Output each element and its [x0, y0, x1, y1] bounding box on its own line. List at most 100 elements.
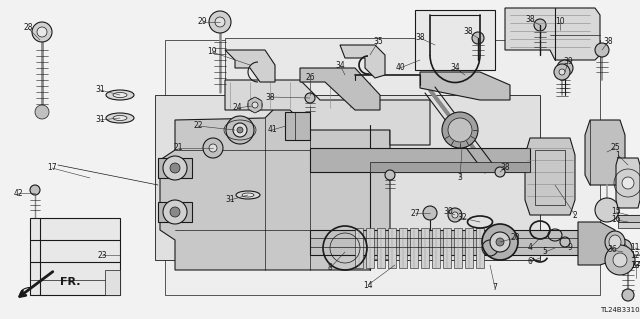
Circle shape [35, 105, 49, 119]
Circle shape [613, 253, 627, 267]
Text: 21: 21 [173, 144, 183, 152]
Polygon shape [366, 228, 374, 268]
Polygon shape [225, 50, 275, 82]
Circle shape [226, 116, 254, 144]
Circle shape [237, 127, 243, 133]
Ellipse shape [113, 93, 127, 98]
Polygon shape [370, 162, 530, 172]
Text: 31: 31 [225, 196, 235, 204]
Polygon shape [310, 230, 580, 255]
Text: 25: 25 [610, 144, 620, 152]
Polygon shape [420, 72, 510, 100]
Text: 34: 34 [450, 63, 460, 72]
Circle shape [495, 167, 505, 177]
Circle shape [203, 138, 223, 158]
Text: 42: 42 [13, 189, 23, 197]
Circle shape [534, 19, 546, 31]
Polygon shape [578, 222, 615, 265]
Polygon shape [585, 120, 625, 185]
Circle shape [554, 64, 570, 80]
Circle shape [37, 27, 47, 37]
Text: 38: 38 [525, 16, 535, 25]
Bar [618, 215, 640, 222]
Text: 29: 29 [197, 18, 207, 26]
Text: 28: 28 [23, 24, 33, 33]
Bar [155, 95, 540, 260]
Polygon shape [248, 97, 262, 113]
Circle shape [215, 17, 225, 27]
Polygon shape [30, 218, 120, 295]
Circle shape [622, 289, 634, 301]
Text: 38: 38 [415, 33, 425, 42]
Circle shape [170, 207, 180, 217]
Circle shape [562, 65, 568, 71]
Polygon shape [410, 228, 418, 268]
Ellipse shape [106, 90, 134, 100]
Text: 32: 32 [457, 213, 467, 222]
Circle shape [452, 212, 458, 218]
Text: 38: 38 [463, 27, 473, 36]
Ellipse shape [113, 115, 127, 121]
Polygon shape [415, 10, 495, 70]
Circle shape [252, 102, 258, 108]
Text: 3: 3 [458, 174, 463, 182]
Polygon shape [300, 68, 380, 110]
Bar [535, 150, 565, 205]
Polygon shape [340, 45, 385, 78]
Polygon shape [616, 158, 640, 208]
Text: 38: 38 [603, 38, 613, 47]
Text: 38: 38 [500, 164, 510, 173]
Polygon shape [476, 228, 484, 268]
Polygon shape [443, 228, 451, 268]
Circle shape [163, 200, 187, 224]
Text: 5: 5 [543, 248, 547, 256]
Text: 30: 30 [443, 207, 453, 217]
Ellipse shape [236, 191, 260, 199]
Circle shape [482, 224, 518, 260]
Polygon shape [465, 228, 473, 268]
Text: 17: 17 [47, 164, 57, 173]
Text: 15: 15 [611, 207, 621, 217]
Polygon shape [158, 202, 192, 222]
Polygon shape [160, 106, 390, 270]
Text: 8: 8 [328, 263, 332, 272]
Text: 24: 24 [232, 103, 242, 113]
Text: 9: 9 [568, 243, 572, 253]
Circle shape [32, 22, 52, 42]
Circle shape [170, 163, 180, 173]
Circle shape [423, 206, 437, 220]
Polygon shape [505, 8, 600, 60]
Circle shape [385, 170, 395, 180]
Circle shape [622, 177, 634, 189]
Bar [105, 270, 120, 295]
Text: 35: 35 [373, 38, 383, 47]
Text: 11: 11 [630, 243, 640, 253]
Text: 31: 31 [95, 85, 105, 94]
Circle shape [619, 244, 627, 252]
Text: 2: 2 [573, 211, 577, 219]
Text: 36: 36 [607, 246, 617, 255]
Circle shape [305, 93, 315, 103]
Circle shape [472, 32, 484, 44]
Polygon shape [525, 138, 575, 215]
Text: FR.: FR. [60, 277, 81, 287]
Text: 16: 16 [611, 216, 621, 225]
Text: 41: 41 [267, 125, 277, 135]
Text: 10: 10 [555, 18, 565, 26]
Polygon shape [225, 80, 430, 145]
Circle shape [163, 156, 187, 180]
Text: 34: 34 [335, 61, 345, 70]
Circle shape [442, 112, 478, 148]
Text: 12: 12 [630, 250, 640, 259]
Text: 19: 19 [207, 48, 217, 56]
Polygon shape [454, 228, 462, 268]
Bar [618, 222, 640, 228]
Ellipse shape [242, 193, 254, 197]
Text: 1: 1 [616, 151, 620, 160]
Circle shape [490, 232, 510, 252]
Text: 7: 7 [493, 284, 497, 293]
Polygon shape [158, 158, 192, 178]
Circle shape [248, 98, 262, 112]
Polygon shape [310, 148, 530, 172]
Text: 22: 22 [193, 122, 203, 130]
